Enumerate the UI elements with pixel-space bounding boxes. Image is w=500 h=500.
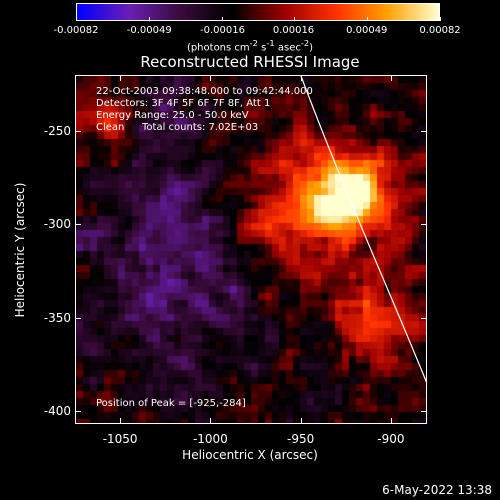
rhessi-image-plot: 22-Oct-2003 09:38:48.000 to 09:42:44.000… [75, 75, 427, 424]
y-tick-mark [421, 410, 427, 412]
y-tick-mark [421, 317, 427, 319]
colorbar-tick-mark [440, 17, 441, 21]
y-tick-mark [75, 410, 81, 412]
x-tick-mark [210, 418, 212, 424]
y-axis-label: Heliocentric Y (arcsec) [13, 182, 27, 318]
annotation-detectors: Detectors: 3F 4F 5F 6F 7F 8F, Att 1 [96, 98, 271, 109]
y-tick-label: -350 [43, 310, 71, 325]
y-tick-mark [75, 317, 81, 319]
colorbar-tick-mark [366, 17, 368, 21]
colorbar-tick-label: 0.00049 [346, 25, 388, 36]
annotation-time-range: 22-Oct-2003 09:38:48.000 to 09:42:44.000 [96, 86, 313, 97]
annotation-peak-position: Position of Peak = [-925,-284] [96, 398, 246, 409]
y-tick-mark [421, 224, 427, 226]
colorbar-units: (photons cm-2 s-1 asec-2) [186, 38, 314, 54]
solar-limb-line [300, 76, 426, 383]
x-tick-mark [390, 75, 392, 81]
x-tick-mark [120, 418, 122, 424]
x-tick-mark [300, 418, 302, 424]
x-tick-label: -950 [287, 432, 315, 446]
colorbar-tick-label: 0.00082 [419, 25, 461, 36]
timestamp: 6-May-2022 13:38 [382, 483, 492, 497]
x-tick-label: -1050 [102, 432, 138, 446]
colorbar-tick-mark [293, 17, 295, 21]
annotation-total-counts: Total counts: 7.02E+03 [142, 122, 259, 133]
x-tick-label: -1000 [192, 432, 228, 446]
y-tick-label: -300 [43, 217, 71, 232]
colorbar [76, 3, 440, 21]
annotation-method: Clean [96, 122, 125, 133]
y-tick-mark [421, 130, 427, 132]
x-tick-mark [390, 418, 392, 424]
heatmap-image [76, 76, 426, 423]
x-axis-label: Heliocentric X (arcsec) [182, 448, 318, 462]
y-tick-mark [75, 224, 81, 226]
x-tick-mark [120, 75, 122, 81]
colorbar-tick-label: -0.00049 [126, 25, 172, 36]
y-tick-mark [75, 130, 81, 132]
colorbar-tick-label: -0.00016 [200, 25, 245, 36]
y-tick-label: -250 [43, 123, 71, 138]
colorbar-tick-mark [222, 17, 224, 21]
annotation-energy: Energy Range: 25.0 - 50.0 keV [96, 110, 249, 121]
colorbar-tick-mark [76, 17, 77, 21]
y-tick-label: -400 [43, 403, 71, 418]
x-tick-mark [210, 75, 212, 81]
colorbar-tick-label: -0.00082 [53, 25, 99, 36]
x-tick-label: -900 [377, 432, 405, 446]
colorbar-tick-label: 0.00016 [272, 25, 315, 36]
image-title: Reconstructed RHESSI Image [140, 53, 360, 71]
x-tick-mark [300, 75, 302, 81]
colorbar-tick-mark [149, 17, 151, 21]
